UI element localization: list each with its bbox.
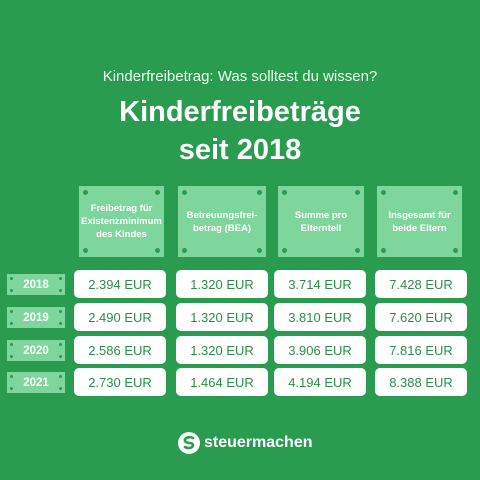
panel-dot (381, 190, 386, 195)
table-cell: 3.810 EUR (274, 303, 366, 331)
panel-dot (257, 248, 262, 253)
panel-dot (10, 387, 13, 390)
page-title: Kinderfreibeträge seit 2018 (0, 93, 480, 169)
panel-dot (453, 190, 458, 195)
column-header-line: beide Eltern (392, 222, 447, 234)
year-text: 2018 (23, 278, 49, 291)
panel-dot (282, 190, 287, 195)
panel-dot (59, 375, 62, 378)
table-cell: 1.320 EUR (176, 303, 268, 331)
panel-dot (453, 248, 458, 253)
panel-dot (155, 248, 160, 253)
panel-dot (59, 387, 62, 390)
column-header-text: Summe pro Elternteil (295, 209, 347, 235)
panel-dot (59, 322, 62, 325)
panel-dot (83, 248, 88, 253)
panel-dot (10, 310, 13, 313)
column-header-insgesamt-beide-eltern: Insgesamt für beide Eltern (377, 186, 462, 257)
column-header-line: des Kindes (96, 229, 147, 240)
panel-dot (182, 248, 187, 253)
year-text: 2021 (23, 376, 49, 389)
panel-dot (155, 190, 160, 195)
panel-dot (381, 248, 386, 253)
table-cell: 1.320 EUR (176, 270, 268, 298)
column-header-text: Insgesamt für beide Eltern (388, 209, 450, 235)
column-header-line: Betreuungsfrei- (186, 209, 258, 221)
year-text: 2019 (23, 311, 49, 324)
panel-dot (10, 277, 13, 280)
table-cell: 7.816 EUR (375, 336, 467, 364)
panel-dot (59, 310, 62, 313)
year-label-2021: 2021 (7, 372, 65, 393)
panel-dot (59, 277, 62, 280)
panel-dot (10, 322, 13, 325)
page-subtitle: Kinderfreibetrag: Was solltest du wissen… (102, 68, 378, 85)
column-header-summe-pro-elternteil: Summe pro Elternteil (278, 186, 364, 257)
panel-dot (355, 248, 360, 253)
table-cell: 2.730 EUR (74, 368, 166, 396)
table-cell: 4.194 EUR (274, 368, 366, 396)
column-header-line: Insgesamt für (388, 209, 451, 221)
panel-dot (10, 355, 13, 358)
year-label-2020: 2020 (7, 340, 65, 361)
year-text: 2020 (23, 344, 49, 357)
column-header-line: Summe pro (294, 209, 348, 221)
table-cell: 7.620 EUR (375, 303, 467, 331)
table-cell: 2.490 EUR (74, 303, 166, 331)
year-label-2019: 2019 (7, 307, 65, 328)
table-cell: 2.394 EUR (74, 270, 166, 298)
column-header-text: Betreuungsfrei- betrag (BEA) (187, 209, 258, 235)
title-line-2: seit 2018 (178, 134, 302, 166)
table-cell: 1.320 EUR (176, 336, 268, 364)
table-cell: 1.464 EUR (176, 368, 268, 396)
column-header-line: betrag (BEA) (192, 222, 252, 234)
column-header-line: Freibetrag für (90, 203, 153, 214)
table-cell: 7.428 EUR (375, 270, 467, 298)
panel-dot (59, 289, 62, 292)
panel-dot (257, 190, 262, 195)
brand-name: steuermachen (204, 434, 313, 451)
panel-dot (355, 190, 360, 195)
year-label-2018: 2018 (7, 274, 65, 295)
column-header-line: Elternteil (300, 222, 342, 234)
panel-dot (83, 190, 88, 195)
panel-dot (10, 343, 13, 346)
panel-dot (182, 190, 187, 195)
column-header-betreuungsfreibetrag: Betreuungsfrei- betrag (BEA) (178, 186, 266, 257)
table-cell: 3.714 EUR (274, 270, 366, 298)
column-header-existenzminimum: Freibetrag für Existenzminimum des Kinde… (79, 186, 164, 257)
panel-dot (282, 248, 287, 253)
column-header-text: Freibetrag für Existenzminimum des Kinde… (81, 202, 162, 241)
panel-dot (10, 289, 13, 292)
panel-dot (10, 375, 13, 378)
panel-dot (59, 343, 62, 346)
steuermachen-logo-icon (178, 432, 200, 454)
title-line-1: Kinderfreibeträge (119, 96, 361, 128)
panel-dot (59, 355, 62, 358)
table-cell: 3.906 EUR (274, 336, 366, 364)
column-header-line: Existenzminimum (81, 216, 162, 227)
table-cell: 2.586 EUR (74, 336, 166, 364)
brand-logo: steuermachen (178, 432, 313, 454)
table-cell: 8.388 EUR (375, 368, 467, 396)
